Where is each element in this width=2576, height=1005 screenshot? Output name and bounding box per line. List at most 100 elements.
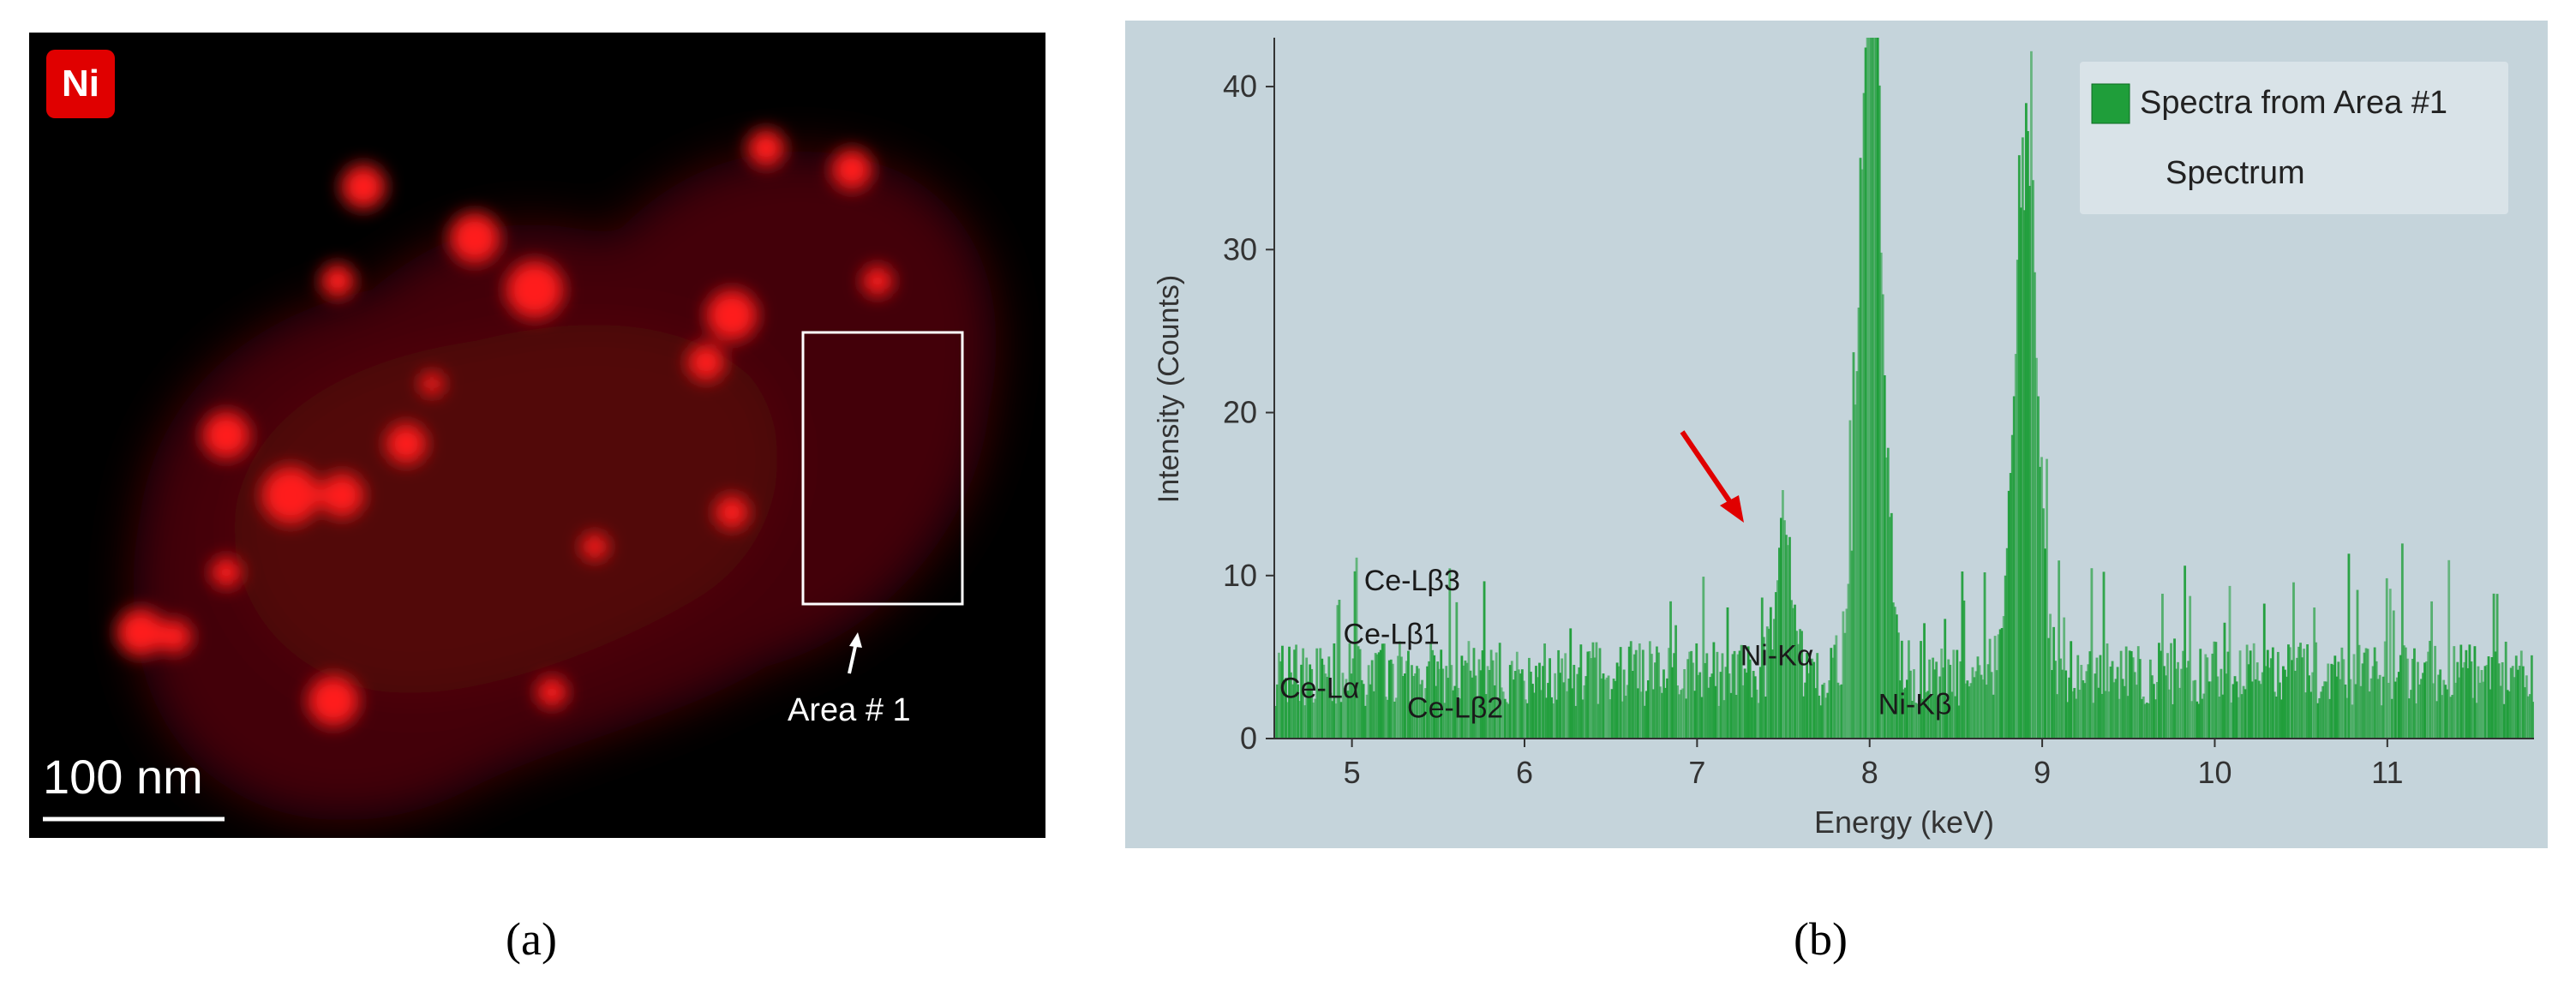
spectrum-bar — [2037, 396, 2040, 739]
spectrum-bar — [2126, 696, 2130, 739]
spectrum-bar — [1407, 650, 1410, 739]
spectrum-bar — [2131, 657, 2135, 739]
spectrum-bar — [1860, 169, 1864, 739]
spectrum-bar — [2463, 661, 2466, 739]
spectrum-bar — [1872, 38, 1876, 739]
spectrum-bar — [2202, 693, 2206, 739]
spectrum-bar — [1869, 38, 1872, 739]
spectrum-bar — [2092, 703, 2095, 739]
spectrum-bar — [1862, 93, 1866, 739]
spectrum-bar — [2291, 660, 2293, 739]
spectrum-bar — [1662, 669, 1665, 739]
spectrum-bar — [1593, 657, 1597, 739]
spectrum-bar — [1471, 677, 1474, 739]
spectrum-bar — [2209, 681, 2213, 739]
spectrum-bar — [2135, 685, 2138, 739]
spectrum-bar — [2497, 663, 2501, 739]
spectrum-bar — [1350, 673, 1353, 739]
spectrum-bar — [2507, 691, 2511, 739]
spectrum-bar — [1535, 666, 1537, 739]
spectrum-bar — [2378, 674, 2381, 739]
spectrum-bar — [1317, 690, 1321, 739]
spectrum-bar — [2526, 696, 2530, 739]
spectrum-bar — [1952, 649, 1956, 739]
spectrum-bar — [2523, 687, 2526, 739]
spectrum-bar — [1590, 658, 1593, 739]
spectrum-bar — [2383, 641, 2387, 739]
spectrum-bar — [2166, 653, 2169, 739]
spectrum-bar — [2221, 694, 2225, 739]
spectrum-bar — [1453, 685, 1457, 739]
spectrum-bar — [1921, 698, 1924, 739]
spectrum-bar — [1507, 703, 1510, 739]
spectrum-bar — [2235, 681, 2238, 739]
spectrum-bar — [2297, 646, 2300, 739]
spectrum-bar — [1495, 652, 1498, 739]
spectrum-bar — [2059, 658, 2063, 739]
spectrum-bar — [1816, 653, 1819, 739]
x-tick-label: 6 — [1516, 755, 1533, 790]
spectrum-bar — [2453, 646, 2456, 739]
spectrum-bar — [1983, 572, 1986, 739]
spectrum-bar — [1859, 158, 1862, 739]
spectrum-bar — [2019, 207, 2022, 739]
spectrum-bar — [1489, 649, 1493, 739]
area-arrow-icon — [848, 642, 858, 674]
spectrum-bar — [1812, 661, 1816, 739]
spectrum-bar — [2375, 661, 2378, 739]
spectrum-bar — [1758, 667, 1762, 739]
spectrum-bar — [2477, 666, 2480, 739]
peak-annotation: Ce-Lβ1 — [1344, 619, 1440, 651]
spectrum-bar — [1402, 676, 1405, 739]
spectrum-bar — [2064, 670, 2068, 739]
spectrum-bar — [2387, 682, 2390, 739]
spectrum-bar — [1772, 619, 1776, 739]
spectrum-bar — [2259, 684, 2262, 739]
spectrum-bar — [2333, 655, 2337, 739]
spectrum-bar — [1423, 699, 1425, 739]
spectrum-bar — [1483, 581, 1486, 739]
spectrum-bar — [2042, 508, 2045, 739]
spectrum-bar — [1840, 684, 1843, 739]
spectrum-bar — [1724, 667, 1728, 739]
spectrum-bar — [2245, 644, 2249, 739]
spectrum-bar — [2004, 575, 2007, 739]
spectrum-bar — [1508, 665, 1512, 739]
spectrum-bar — [1778, 547, 1781, 739]
spectrum-bar — [1926, 691, 1929, 739]
spectrum-bar — [2364, 648, 2368, 739]
spectrum-bar — [1650, 654, 1653, 739]
spectrum-bar — [1345, 679, 1348, 739]
spectrum-bar — [1961, 571, 1964, 739]
spectrum-bar — [1377, 652, 1381, 739]
spectrum-bar — [2080, 665, 2083, 739]
spectrum-bar — [1683, 669, 1686, 739]
spectrum-bar — [2399, 655, 2402, 739]
spectrum-bar — [1327, 656, 1331, 739]
spectrum-bar — [2116, 667, 2119, 739]
spectrum-bar — [2142, 696, 2145, 739]
spectrum-bar — [2466, 667, 2470, 739]
spectrum-bar — [1419, 684, 1422, 739]
spectrum-bar — [1459, 698, 1462, 739]
spectrum-bar — [1807, 673, 1811, 739]
spectrum-bar — [1997, 634, 2000, 739]
spectrum-bar — [1914, 703, 1917, 739]
spectrum-bar — [2201, 698, 2204, 739]
spectrum-bar — [1671, 667, 1674, 739]
spectrum-bar — [2123, 685, 2126, 739]
spectrum-bar — [1472, 648, 1476, 739]
spectrum-bar — [1603, 679, 1607, 739]
spectrum-bar — [1707, 687, 1710, 739]
spectrum-bar — [2478, 682, 2482, 739]
spectrum-bar — [1452, 690, 1455, 739]
spectrum-bar — [2124, 646, 2128, 739]
spectrum-bar — [1753, 676, 1757, 739]
spectrum-bar — [1900, 640, 1903, 739]
spectrum-bar — [2282, 666, 2285, 739]
spectrum-bar — [1510, 661, 1513, 739]
spectrum-bar — [2509, 667, 2513, 739]
spectrum-bar — [1462, 665, 1465, 739]
spectrum-bar — [2107, 691, 2111, 739]
spectrum-bar — [2242, 685, 2245, 739]
